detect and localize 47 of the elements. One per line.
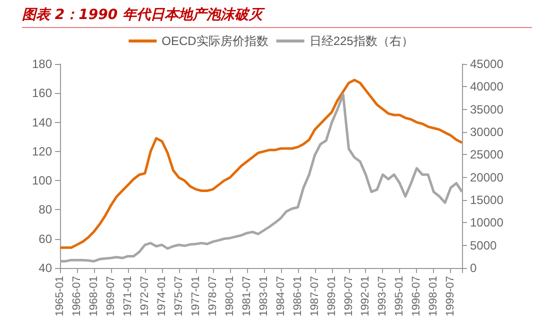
chart-title: 图表 2：1990 年代日本地产泡沫破灭 (22, 6, 532, 28)
x-tick-label: 1993-07 (376, 276, 389, 316)
x-tick-label: 1975-07 (172, 276, 185, 316)
x-tick-label: 1986-01 (292, 276, 304, 316)
legend-label: 日经225指数（右） (309, 34, 414, 48)
x-tick-label: 1966-07 (70, 276, 83, 316)
legend-label: OECD实际房价指数 (162, 34, 268, 48)
y2-tick-label: 0 (470, 261, 477, 275)
x-tick-label: 1968-01 (88, 276, 100, 316)
y-tick-label: 180 (32, 57, 52, 71)
y2-tick-label: 25000 (470, 148, 504, 162)
y2-tick-label: 40000 (470, 80, 504, 94)
x-tick-label: 1983-01 (258, 276, 270, 316)
x-tick-label: 1999-07 (444, 276, 457, 316)
x-tick-label: 1995-01 (394, 276, 406, 316)
x-tick-label: 1980-01 (224, 276, 236, 316)
x-tick-label: 1977-01 (190, 276, 202, 316)
x-tick-label: 1965-01 (54, 276, 66, 316)
x-tick-label: 1998-01 (428, 276, 440, 316)
x-tick-label: 1981-07 (240, 276, 253, 316)
x-tick-label: 1996-07 (410, 276, 423, 316)
x-tick-label: 1992-01 (360, 276, 372, 316)
x-tick-label: 1972-07 (138, 276, 151, 316)
y2-tick-label: 15000 (470, 193, 504, 207)
x-tick-label: 1974-01 (156, 276, 168, 316)
line-series (58, 78, 464, 249)
y2-tick-label: 35000 (470, 102, 504, 116)
y-tick-label: 80 (38, 202, 52, 217)
y2-tick-label: 5000 (470, 238, 498, 252)
y2-tick-label: 45000 (470, 57, 504, 71)
y2-tick-label: 30000 (470, 125, 504, 139)
x-tick-label: 1984-07 (274, 276, 287, 316)
x-tick-label: 1969-07 (104, 276, 117, 316)
x-tick-label: 1971-01 (122, 276, 134, 316)
y2-tick-label: 20000 (470, 170, 504, 184)
x-tick-label: 1990-07 (342, 276, 355, 316)
line-series (58, 93, 464, 262)
y-tick-label: 140 (32, 115, 52, 130)
x-tick-label: 1989-01 (326, 276, 338, 316)
y2-tick-label: 10000 (470, 216, 504, 230)
y-tick-label: 120 (32, 144, 52, 158)
y-tick-label: 40 (38, 261, 52, 275)
y-tick-label: 100 (32, 174, 52, 188)
y-tick-label: 160 (32, 86, 52, 100)
x-tick-label: 1978-07 (206, 276, 219, 316)
x-tick-label: 1987-07 (308, 276, 321, 316)
y-tick-label: 60 (38, 232, 52, 246)
